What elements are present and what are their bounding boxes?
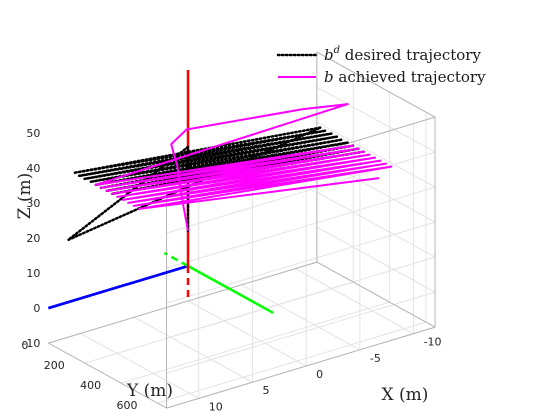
y-tick-label: 600: [116, 399, 137, 412]
series-layer: [66, 103, 393, 242]
grid-line: [166, 151, 436, 234]
grid-line: [316, 191, 436, 258]
grid-line: [120, 301, 390, 384]
grid-line: [80, 332, 200, 399]
x-tick-label: 10: [209, 400, 223, 413]
x-tick-label: 0: [316, 368, 323, 381]
y-tick-label: 400: [80, 379, 101, 392]
z-tick-label: 40: [26, 162, 40, 175]
grid-line: [316, 226, 436, 293]
legend-entry: bd desired trajectory: [324, 45, 481, 64]
z-tick-label: 0: [33, 302, 40, 315]
y-tick-label: 200: [44, 359, 65, 372]
y-axis-label: Y (m): [126, 381, 173, 401]
grid-line: [316, 86, 436, 153]
x-axis-positive: [48, 264, 189, 310]
grid-line: [134, 316, 253, 383]
y-axis-positive: [187, 264, 274, 314]
x-tick-label: -5: [370, 352, 381, 365]
legend-entry: b achieved trajectory: [324, 68, 486, 86]
z-tick-label: 30: [26, 197, 40, 210]
box-edge: [316, 261, 436, 328]
z-tick-label: -10: [22, 337, 40, 350]
box-edge: [48, 261, 318, 344]
grid-line: [187, 300, 307, 367]
grid-line: [166, 221, 436, 304]
box-edge: [48, 342, 167, 409]
grid-line: [241, 284, 361, 351]
y-tick-label: 0: [21, 339, 28, 352]
z-tick-label: 20: [26, 232, 40, 245]
box-edge: [316, 51, 436, 118]
grid-line: [84, 281, 354, 364]
grid-line: [295, 268, 414, 335]
z-tick-label: 50: [26, 127, 40, 140]
box-edge: [166, 326, 436, 409]
grid-line: [166, 291, 436, 374]
legend: bd desired trajectory b achieved trajecto…: [276, 45, 486, 86]
y-axis-negative: [163, 251, 189, 268]
x-axis-label: X (m): [382, 385, 429, 405]
x-tick-label: 5: [262, 384, 269, 397]
grid-line: [166, 186, 436, 269]
z-axis-label: Z (m): [15, 173, 35, 220]
series-achieved-trajectory: [94, 103, 393, 232]
grid-line: [316, 121, 436, 188]
x-tick-label: -10: [424, 336, 442, 349]
z-tick-label: 10: [26, 267, 40, 280]
grid-line: [157, 321, 427, 404]
